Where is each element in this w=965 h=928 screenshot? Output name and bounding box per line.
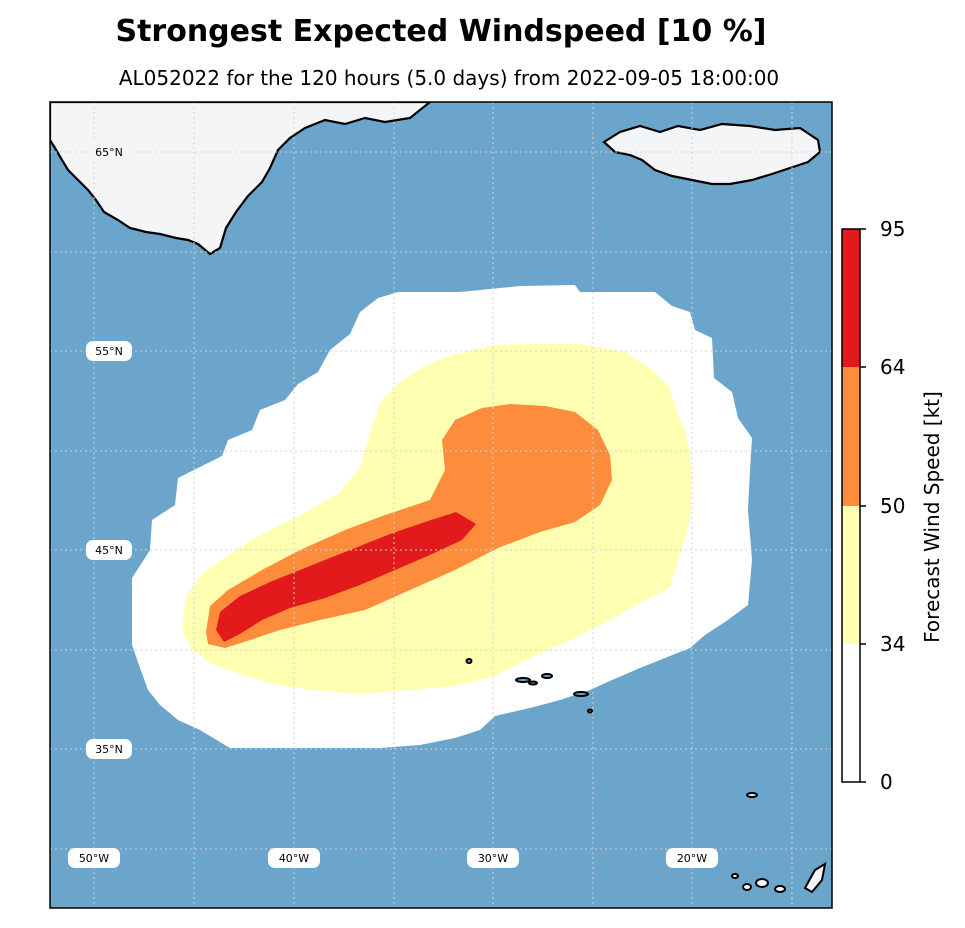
lat-label-55: 55°N: [95, 345, 123, 358]
lon-label-30: 30°W: [478, 852, 508, 865]
lon-label-20: 20°W: [677, 852, 707, 865]
lat-label-box-45: 45°N: [86, 540, 132, 560]
colorbar-segment-50: [842, 506, 860, 644]
azores-islands: [465, 658, 593, 714]
lon-label-50: 50°W: [79, 852, 109, 865]
map-title: Strongest Expected Windspeed [10 %]: [115, 14, 767, 49]
lat-label-box-65: 65°N: [86, 142, 132, 162]
lat-label-35: 35°N: [95, 743, 123, 756]
colorbar-tick-0: 0: [880, 770, 893, 794]
colorbar-segment-34: [842, 644, 860, 782]
colorbar-segment-64: [842, 367, 860, 506]
colorbar-tick-50: 50: [880, 494, 906, 518]
wind-95kt-area: [216, 512, 476, 642]
colorbar-tick-95: 95: [880, 217, 906, 241]
lat-label-box-55: 55°N: [86, 341, 132, 361]
lon-label-box-30: 30°W: [467, 848, 519, 868]
lat-label-65: 65°N: [95, 146, 123, 159]
lat-label-box-35: 35°N: [86, 739, 132, 759]
iceland-land: [602, 122, 822, 186]
colorbar-tick-34: 34: [880, 632, 906, 656]
colorbar: [841, 228, 866, 783]
lon-label-40: 40°W: [279, 852, 309, 865]
colorbar-tick-64: 64: [880, 355, 906, 379]
lat-label-45: 45°N: [95, 544, 123, 557]
map-subtitle: AL052022 for the 120 hours (5.0 days) fr…: [118, 66, 780, 90]
eastern-atlantic-islands: [731, 792, 827, 894]
lon-label-box-20: 20°W: [666, 848, 718, 868]
colorbar-segment-95: [842, 229, 860, 367]
colorbar-label: Forecast Wind Speed [kt]: [920, 391, 944, 643]
lon-label-box-50: 50°W: [68, 848, 120, 868]
map-frame: [49, 101, 833, 909]
greenland-land: [50, 102, 432, 256]
lon-label-box-40: 40°W: [268, 848, 320, 868]
